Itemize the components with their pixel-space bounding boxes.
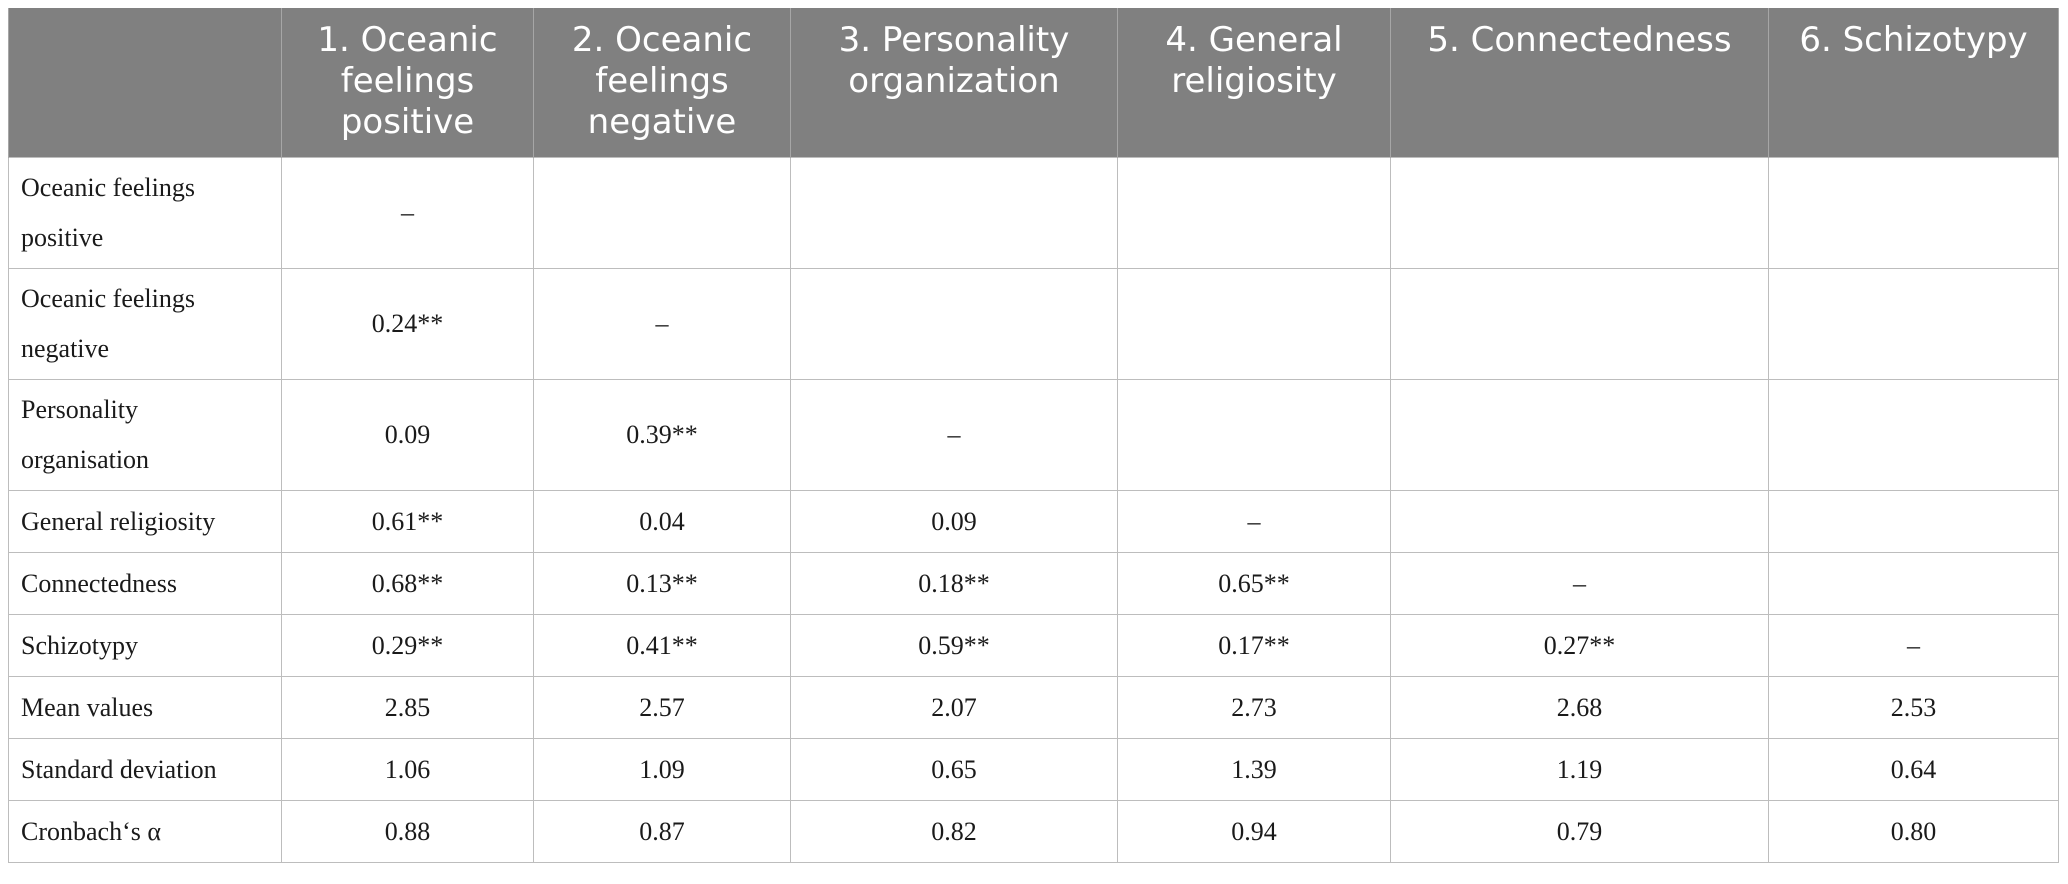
table-cell: –: [1768, 614, 2059, 677]
row-label: Oceanic feelings negative: [8, 268, 282, 380]
table-cell: 0.87: [533, 800, 791, 863]
header-row: 1. Oceanic feelings positive 2. Oceanic …: [8, 8, 2059, 158]
row-label: Connectedness: [8, 552, 282, 615]
table-cell: –: [1390, 552, 1769, 615]
table-cell: 0.39**: [533, 379, 791, 491]
table-cell: 0.79: [1390, 800, 1769, 863]
table-cell: –: [790, 379, 1118, 491]
table-cell: [1768, 268, 2059, 380]
row-label: General religiosity: [8, 490, 282, 553]
table-cell: 0.82: [790, 800, 1118, 863]
header-cell-corner: [8, 8, 282, 158]
table-row: General religiosity 0.61** 0.04 0.09 –: [8, 490, 2059, 553]
table-cell: [1768, 379, 2059, 491]
table-cell: 0.27**: [1390, 614, 1769, 677]
table-cell: [1117, 268, 1391, 380]
table-row: Mean values 2.85 2.57 2.07 2.73 2.68 2.5…: [8, 676, 2059, 739]
table-cell: 2.57: [533, 676, 791, 739]
header-cell-oceanic-negative: 2. Oceanic feelings negative: [533, 8, 791, 158]
table-cell: [1768, 157, 2059, 269]
table-cell: 0.09: [790, 490, 1118, 553]
row-label: Personality organisation: [8, 379, 282, 491]
table-row: Cronbach‘s α 0.88 0.87 0.82 0.94 0.79 0.…: [8, 800, 2059, 863]
table-cell: 2.73: [1117, 676, 1391, 739]
table-cell: 0.94: [1117, 800, 1391, 863]
table-row: Oceanic feelings negative 0.24** –: [8, 268, 2059, 380]
row-label: Mean values: [8, 676, 282, 739]
table-row: Oceanic feelings positive –: [8, 157, 2059, 269]
table-cell: 0.09: [281, 379, 534, 491]
correlation-table: 1. Oceanic feelings positive 2. Oceanic …: [8, 8, 2059, 863]
table-cell: 1.39: [1117, 738, 1391, 801]
table-row: Personality organisation 0.09 0.39** –: [8, 379, 2059, 491]
table-cell: –: [281, 157, 534, 269]
table-cell: –: [1117, 490, 1391, 553]
row-label: Cronbach‘s α: [8, 800, 282, 863]
table-header: 1. Oceanic feelings positive 2. Oceanic …: [8, 8, 2059, 158]
table-cell: 1.09: [533, 738, 791, 801]
header-cell-schizotypy: 6. Schizotypy: [1768, 8, 2059, 158]
table-cell: 2.68: [1390, 676, 1769, 739]
table-cell: [790, 268, 1118, 380]
table-cell: 0.65**: [1117, 552, 1391, 615]
table-cell: 2.07: [790, 676, 1118, 739]
table-cell: [533, 157, 791, 269]
row-label: Standard deviation: [8, 738, 282, 801]
row-label: Schizotypy: [8, 614, 282, 677]
table-cell: 1.19: [1390, 738, 1769, 801]
correlation-table-container: 1. Oceanic feelings positive 2. Oceanic …: [8, 8, 2059, 863]
table-cell: 0.13**: [533, 552, 791, 615]
table-cell: 0.68**: [281, 552, 534, 615]
table-cell: [790, 157, 1118, 269]
table-cell: [1117, 379, 1391, 491]
header-cell-general-religiosity: 4. General religiosity: [1117, 8, 1391, 158]
header-cell-oceanic-positive: 1. Oceanic feelings positive: [281, 8, 534, 158]
table-cell: –: [533, 268, 791, 380]
table-row: Connectedness 0.68** 0.13** 0.18** 0.65*…: [8, 552, 2059, 615]
row-label: Oceanic feelings positive: [8, 157, 282, 269]
table-row: Standard deviation 1.06 1.09 0.65 1.39 1…: [8, 738, 2059, 801]
table-cell: 0.65: [790, 738, 1118, 801]
table-cell: 0.41**: [533, 614, 791, 677]
table-row: Schizotypy 0.29** 0.41** 0.59** 0.17** 0…: [8, 614, 2059, 677]
table-cell: [1768, 552, 2059, 615]
header-cell-connectedness: 5. Connectedness: [1390, 8, 1769, 158]
table-cell: 0.17**: [1117, 614, 1391, 677]
table-cell: 1.06: [281, 738, 534, 801]
table-body: Oceanic feelings positive – Oceanic feel…: [8, 157, 2059, 863]
table-cell: 0.24**: [281, 268, 534, 380]
table-cell: [1117, 157, 1391, 269]
table-cell: 0.18**: [790, 552, 1118, 615]
table-cell: 0.29**: [281, 614, 534, 677]
table-cell: [1390, 490, 1769, 553]
table-cell: 0.04: [533, 490, 791, 553]
table-cell: 2.53: [1768, 676, 2059, 739]
table-cell: 0.61**: [281, 490, 534, 553]
table-cell: [1390, 268, 1769, 380]
table-cell: 0.59**: [790, 614, 1118, 677]
table-cell: [1390, 157, 1769, 269]
table-cell: 0.80: [1768, 800, 2059, 863]
table-cell: [1390, 379, 1769, 491]
table-cell: [1768, 490, 2059, 553]
table-cell: 2.85: [281, 676, 534, 739]
table-cell: 0.64: [1768, 738, 2059, 801]
table-cell: 0.88: [281, 800, 534, 863]
header-cell-personality-organization: 3. Personality organization: [790, 8, 1118, 158]
